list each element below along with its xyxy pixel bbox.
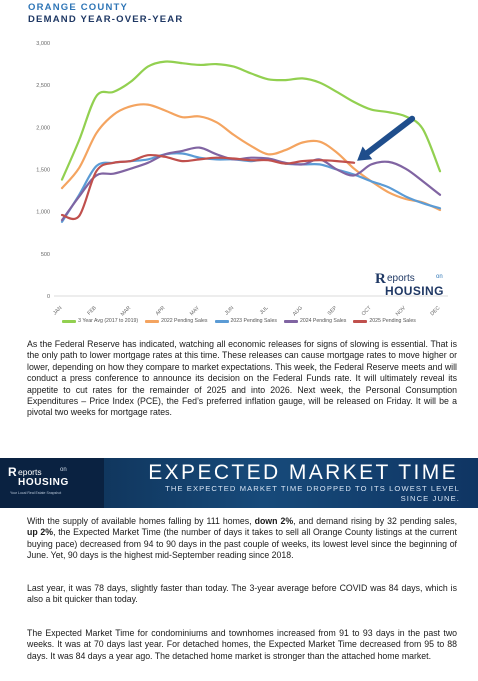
legend-label: 2024 Pending Sales xyxy=(299,318,347,324)
chart-logo: R eports on HOUSING xyxy=(375,271,455,299)
legend-label: 2022 Pending Sales xyxy=(161,318,208,324)
paragraph-market-time: With the supply of available homes falli… xyxy=(27,516,457,562)
p2-down-pct: down 2% xyxy=(254,516,294,526)
legend-swatch xyxy=(283,319,298,323)
x-tick-label: MAY xyxy=(189,305,201,317)
p2-text-a: With the supply of available homes falli… xyxy=(27,516,255,526)
chart-header: ORANGE COUNTY DEMAND YEAR-OVER-YEAR xyxy=(28,2,183,26)
logo-r: R xyxy=(8,465,17,479)
x-tick-label: FEB xyxy=(86,305,98,317)
reports-on-housing-logo: R eports on HOUSING Your Local Real Esta… xyxy=(0,458,104,508)
chart-legend: 3 Year Avg (2017 to 2019) 2022 Pending Sa… xyxy=(0,318,478,324)
p2-text-c: , and demand rising by 32 pending sales, xyxy=(293,516,458,526)
chart-logo-reports: eports xyxy=(387,273,415,284)
y-tick-label: 0 xyxy=(47,294,50,300)
banner-title: EXPECTED MARKET TIME xyxy=(148,461,458,484)
logo-housing: HOUSING xyxy=(18,477,69,488)
x-tick-label: APR xyxy=(155,305,167,317)
series-line-3-year-avg-2017-to-2019 xyxy=(60,60,442,181)
x-tick-label: AUG xyxy=(292,305,304,317)
paragraph-last-year: Last year, it was 78 days, slightly fast… xyxy=(27,583,457,605)
legend-label: 2025 Pending Sales xyxy=(369,318,416,324)
x-tick-label: NOV xyxy=(395,305,408,318)
paragraph-condos-detached: The Expected Market Time for condominium… xyxy=(27,628,457,661)
chart-logo-r: R xyxy=(375,271,386,287)
y-tick-label: 1,000 xyxy=(36,210,50,216)
x-tick-label: JAN xyxy=(52,305,63,316)
logo-reports: eports xyxy=(18,467,42,477)
legend-item: 2025 Pending Sales xyxy=(353,318,416,324)
demand-line-chart: 0 500 1,000 1,500 2,000 2,500 3,000 JAN FEB MAR AP… xyxy=(36,41,448,318)
x-tick-label: DEC xyxy=(429,305,441,317)
legend-swatch xyxy=(214,319,229,323)
series-line-2025-pending-sales xyxy=(60,153,356,220)
y-tick-label: 500 xyxy=(41,252,50,258)
x-tick-label: JUN xyxy=(224,305,236,317)
x-tick-label: OCT xyxy=(361,305,374,318)
paragraph-fed: As the Federal Reserve has indicated, wa… xyxy=(27,339,457,418)
legend-item: 2022 Pending Sales xyxy=(145,318,208,324)
annotation-arrow-shaft xyxy=(364,115,416,156)
y-tick-label: 3,000 xyxy=(36,41,50,47)
chart-logo-on: on xyxy=(436,274,443,280)
banner-subtitle: THE EXPECTED MARKET TIME DROPPED TO ITS … xyxy=(165,484,460,503)
legend-label: 2023 Pending Sales xyxy=(230,318,277,324)
logo-on: on xyxy=(60,467,67,473)
logo-tagline: Your Local Real Estate Snapshot xyxy=(10,491,62,495)
series-line-2024-pending-sales xyxy=(60,146,442,222)
x-tick-label: JUL xyxy=(259,305,270,316)
y-tick-label: 1,500 xyxy=(36,168,50,174)
legend-item: 2024 Pending Sales xyxy=(283,318,347,324)
chart-region-label: ORANGE COUNTY xyxy=(28,2,129,13)
section-banner: R eports on HOUSING Your Local Real Esta… xyxy=(0,458,478,508)
legend-item: 2023 Pending Sales xyxy=(214,318,277,324)
legend-swatch xyxy=(353,319,368,323)
legend-label: 3 Year Avg (2017 to 2019) xyxy=(78,318,139,324)
annotation-arrow-head xyxy=(357,146,373,161)
x-tick-label: SEP xyxy=(327,305,339,317)
chart-logo-housing: HOUSING xyxy=(385,284,444,298)
y-tick-label: 2,500 xyxy=(36,83,50,89)
x-tick-label: MAR xyxy=(120,305,133,318)
chart-title: DEMAND YEAR-OVER-YEAR xyxy=(28,14,184,25)
y-tick-label: 2,000 xyxy=(36,125,50,131)
legend-swatch xyxy=(145,319,160,323)
p2-text-e: , the Expected Market Time (the number o… xyxy=(27,527,457,561)
legend-swatch xyxy=(62,319,77,323)
series-line-2023-pending-sales xyxy=(60,152,442,223)
legend-item: 3 Year Avg (2017 to 2019) xyxy=(62,318,138,324)
series-line-2022-pending-sales xyxy=(60,103,442,212)
p2-up-pct: up 2% xyxy=(27,527,54,538)
